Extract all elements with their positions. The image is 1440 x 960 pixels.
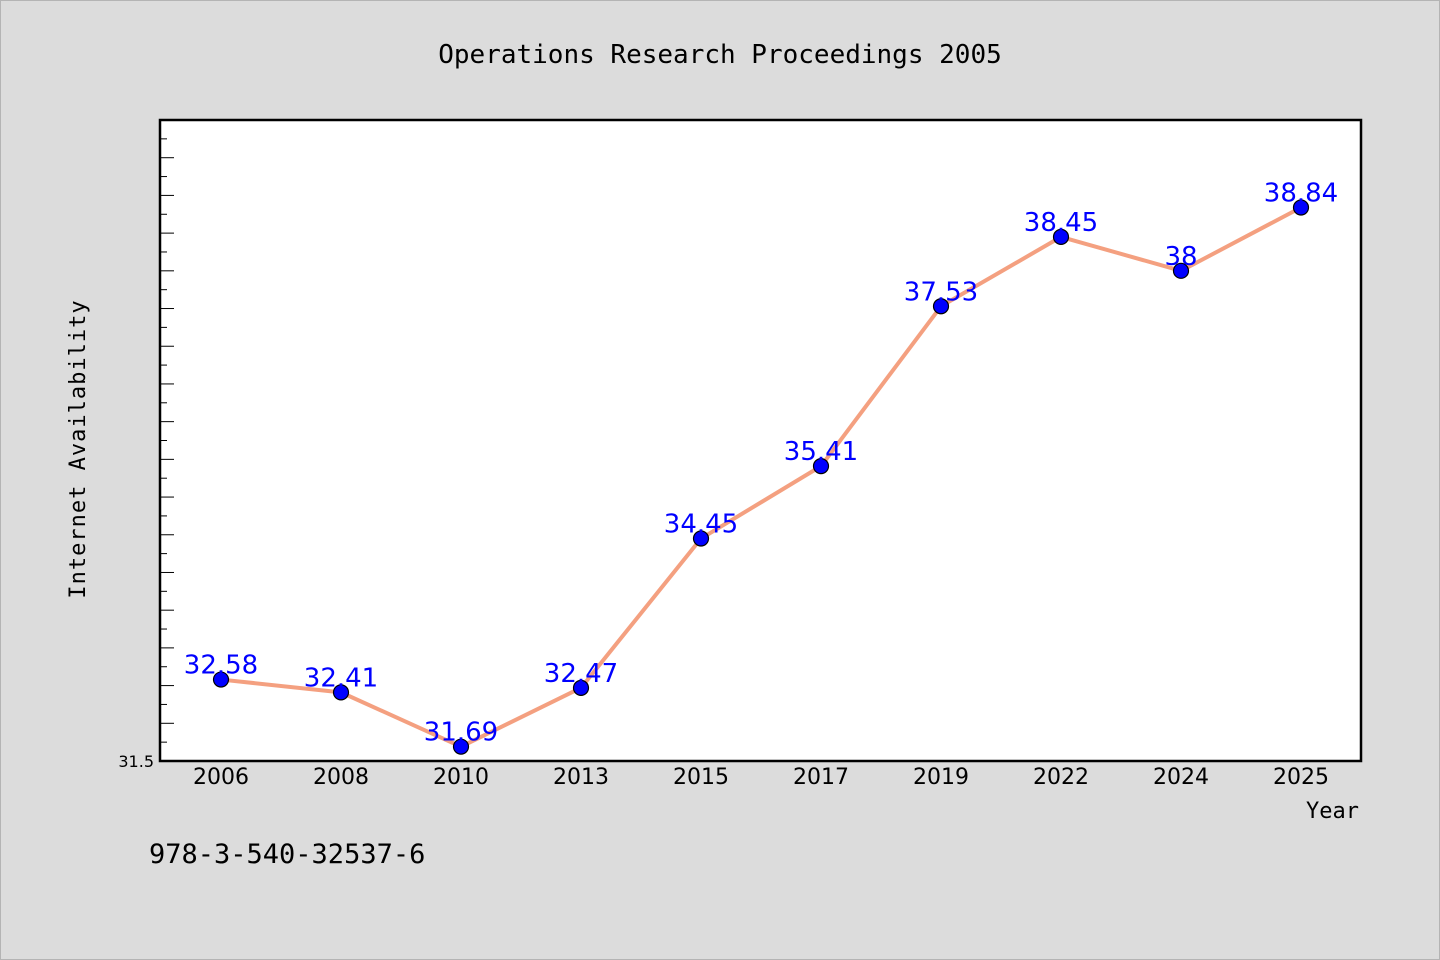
x-tick-label: 2006 [193,765,249,790]
x-tick-label: 2025 [1273,765,1329,790]
footer-isbn: 978-3-540-32537-6 [149,839,425,870]
data-labels: 32.58 32.41 31.69 32.47 34.45 35.41 37.53 38.45… [184,178,1338,747]
data-point [812,458,830,475]
data-label: 38.45 [1024,208,1098,238]
data-points [212,199,1310,755]
data-label: 32.41 [304,663,378,693]
series-line [219,205,1303,749]
y-axis-ticks [160,119,174,762]
data-label: 38 [1164,242,1197,272]
x-axis-tick-labels: 2006 2008 2010 2013 2015 2017 2019 2022 2024 2025 [193,765,1329,790]
x-tick-label: 2008 [313,765,369,790]
x-tick-label: 2019 [913,765,969,790]
data-point [572,679,590,696]
data-point [692,530,710,547]
data-point [1172,262,1190,279]
x-tick-label: 2013 [553,765,609,790]
plot-area [158,118,1363,763]
x-tick-label: 2017 [793,765,849,790]
data-label: 31.69 [424,718,498,748]
data-label: 37.53 [904,277,978,307]
data-label: 32.47 [544,659,618,689]
data-label: 34.45 [664,510,738,540]
y-tick-label: 31.5 [118,752,154,771]
y-axis-tick-labels: 31.5 [118,752,154,771]
x-tick-label: 2024 [1153,765,1209,790]
data-point [212,671,230,688]
data-point [1052,228,1070,245]
x-axis-label: Year [1306,799,1359,824]
x-tick-label: 2022 [1033,765,1089,790]
data-label: 35.41 [784,437,858,467]
data-label: 38.84 [1264,178,1338,208]
y-axis-label: Internet Availability [66,299,91,598]
data-point [1292,199,1310,216]
series-lines [219,205,1303,749]
x-tick-label: 2010 [433,765,489,790]
data-point [932,298,950,315]
data-label: 32.58 [184,651,258,681]
x-tick-label: 2015 [673,765,729,790]
chart-title: Operations Research Proceedings 2005 [438,40,1002,70]
data-point [452,738,470,755]
data-point [332,684,350,701]
